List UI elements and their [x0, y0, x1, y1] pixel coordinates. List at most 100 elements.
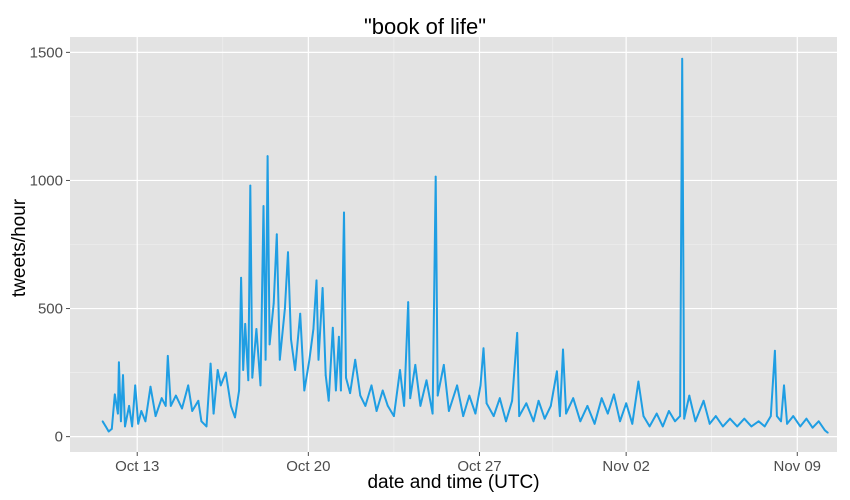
data-point	[175, 394, 177, 397]
y-tick-label: 1000	[30, 172, 63, 189]
data-point	[247, 379, 250, 382]
data-point	[259, 384, 262, 387]
data-point	[393, 415, 395, 418]
data-point	[164, 404, 167, 407]
data-point	[181, 407, 183, 410]
data-point	[244, 323, 247, 325]
data-point	[107, 430, 110, 433]
data-point	[674, 420, 676, 423]
data-point	[780, 420, 782, 423]
data-point	[110, 428, 113, 430]
data-point	[238, 389, 240, 392]
data-point	[722, 425, 724, 428]
data-point	[290, 338, 292, 341]
data-point	[425, 379, 428, 382]
series-layer	[101, 57, 829, 434]
data-point	[792, 415, 795, 418]
data-point	[104, 425, 107, 428]
data-point	[101, 420, 104, 423]
data-point	[606, 412, 609, 415]
data-point	[359, 394, 362, 397]
data-point	[354, 358, 357, 361]
data-point	[619, 420, 621, 423]
data-point	[817, 420, 820, 423]
data-point	[219, 384, 222, 387]
data-point	[743, 417, 746, 420]
y-tick-label: 500	[38, 301, 63, 318]
data-point	[448, 410, 450, 412]
data-point	[140, 410, 143, 412]
data-point	[262, 205, 265, 207]
data-point	[565, 412, 567, 415]
data-point	[613, 393, 615, 396]
data-point	[436, 394, 439, 397]
data-point	[694, 420, 697, 423]
data-point	[278, 358, 281, 361]
x-tick-label: Oct 27	[457, 458, 501, 475]
data-point	[117, 361, 120, 364]
data-point	[113, 393, 116, 396]
data-point	[343, 211, 345, 214]
data-point	[268, 343, 271, 346]
data-point	[750, 425, 753, 428]
data-point	[572, 397, 575, 400]
x-tick-label: Oct 13	[115, 458, 159, 475]
data-point	[324, 374, 327, 377]
data-point	[160, 397, 163, 400]
data-point	[468, 394, 471, 397]
data-point	[442, 364, 445, 366]
data-point	[498, 397, 501, 400]
data-point	[773, 349, 776, 352]
data-point	[340, 389, 342, 392]
data-point	[131, 425, 134, 428]
data-point	[763, 425, 766, 428]
data-point	[799, 425, 802, 428]
data-point	[409, 397, 412, 400]
data-point	[525, 402, 528, 405]
data-point	[216, 369, 219, 371]
data-point	[479, 384, 482, 387]
data-point	[537, 399, 540, 402]
data-point	[264, 358, 267, 361]
data-point	[205, 425, 208, 428]
data-point	[255, 328, 258, 330]
data-point	[399, 369, 401, 371]
data-point	[169, 404, 172, 407]
data-point	[249, 184, 252, 187]
data-point	[655, 412, 658, 415]
data-point	[403, 404, 405, 407]
data-point	[681, 57, 684, 60]
data-point	[736, 425, 739, 428]
data-point	[294, 369, 297, 371]
data-point	[299, 312, 302, 315]
data-point	[317, 358, 320, 361]
gridlines	[70, 37, 837, 452]
data-point	[166, 355, 169, 357]
data-point	[661, 425, 664, 428]
x-axis-title: date and time (UTC)	[367, 472, 540, 493]
data-point	[116, 412, 119, 415]
data-point	[224, 371, 227, 374]
data-point	[381, 389, 384, 392]
data-point	[349, 392, 352, 394]
data-point	[375, 410, 378, 412]
data-point	[559, 415, 561, 418]
data-point	[492, 415, 495, 418]
data-point	[137, 422, 140, 425]
data-point	[683, 417, 686, 420]
data-point	[434, 175, 437, 178]
data-point	[303, 389, 306, 392]
data-point	[786, 422, 788, 425]
data-point	[708, 422, 711, 425]
data-point	[769, 415, 772, 418]
x-tick-label: Nov 09	[774, 458, 822, 475]
data-point	[334, 389, 337, 392]
data-point	[805, 417, 808, 420]
data-point	[122, 374, 124, 377]
data-point	[729, 417, 731, 420]
data-point	[549, 404, 552, 407]
data-point	[543, 417, 546, 420]
y-axis-title: tweets/hour	[9, 198, 30, 298]
data-point	[668, 410, 670, 412]
data-point	[327, 399, 330, 402]
